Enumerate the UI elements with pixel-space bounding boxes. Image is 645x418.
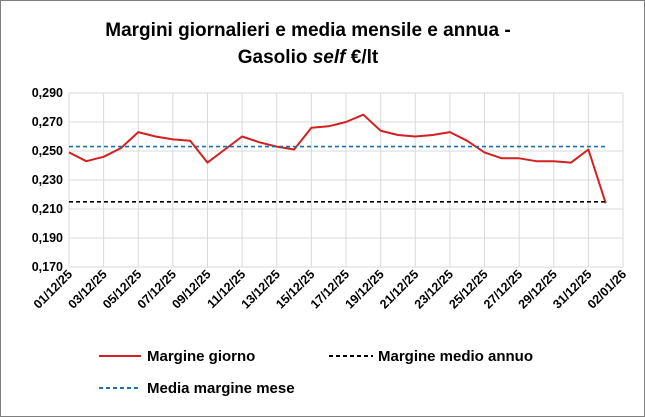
series-line-0 <box>68 113 607 204</box>
y-tick-label: 0,250 <box>32 144 63 158</box>
legend-label-margine-medio-annuo: Margine medio annuo <box>378 348 533 365</box>
y-tick-label: 0,190 <box>32 231 63 245</box>
y-tick-labels: 0,170 0,190 0,210 0,230 0,250 0,270 0,290 <box>32 86 63 274</box>
x-tick-labels: 01/12/2503/12/2505/12/2507/12/2509/12/25… <box>31 267 629 311</box>
legend: Margine giorno Margine medio annuo Media… <box>99 348 533 397</box>
legend-label-margine-giorno: Margine giorno <box>147 348 255 365</box>
chart-title-line2-suffix: €/lt <box>345 47 378 68</box>
series-lines <box>68 113 607 204</box>
y-tick-label: 0,290 <box>32 86 63 100</box>
grid-lines <box>68 92 624 268</box>
chart-title-line2-italic: self <box>313 47 347 68</box>
chart-title-line2-prefix: Gasolio <box>238 47 313 68</box>
legend-label-media-margine-mese: Media margine mese <box>147 380 295 397</box>
x-tick-label: 02/01/26 <box>585 267 629 311</box>
y-tick-label: 0,230 <box>32 173 63 187</box>
y-tick-label: 0,270 <box>32 115 63 129</box>
y-tick-label: 0,170 <box>32 260 63 274</box>
y-tick-label: 0,210 <box>32 202 63 216</box>
chart-title-line2: Gasolio self €/lt <box>238 47 379 68</box>
chart-title-line1: Margini giornalieri e media mensile e an… <box>105 20 510 41</box>
